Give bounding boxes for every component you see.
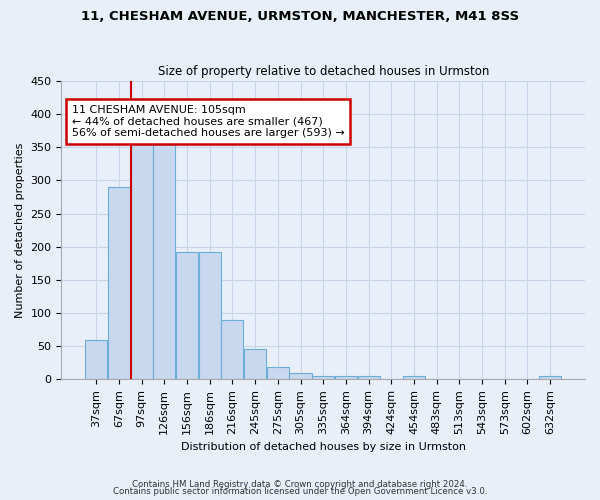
Bar [403,376,425,380]
Bar [85,340,107,380]
Bar [267,366,289,380]
Text: 11 CHESHAM AVENUE: 105sqm
← 44% of detached houses are smaller (467)
56% of semi: 11 CHESHAM AVENUE: 105sqm ← 44% of detac… [72,105,344,138]
X-axis label: Distribution of detached houses by size in Urmston: Distribution of detached houses by size … [181,442,466,452]
Bar [289,374,311,380]
Bar [176,252,198,380]
Bar [131,144,152,380]
Bar [221,320,244,380]
Bar [108,187,130,380]
Bar [312,376,334,380]
Bar [244,349,266,380]
Text: 11, CHESHAM AVENUE, URMSTON, MANCHESTER, M41 8SS: 11, CHESHAM AVENUE, URMSTON, MANCHESTER,… [81,10,519,23]
Bar [153,144,175,380]
Bar [358,376,380,380]
Bar [539,376,561,380]
Bar [199,252,221,380]
Text: Contains HM Land Registry data © Crown copyright and database right 2024.: Contains HM Land Registry data © Crown c… [132,480,468,489]
Title: Size of property relative to detached houses in Urmston: Size of property relative to detached ho… [158,66,489,78]
Y-axis label: Number of detached properties: Number of detached properties [15,142,25,318]
Text: Contains public sector information licensed under the Open Government Licence v3: Contains public sector information licen… [113,487,487,496]
Bar [335,376,357,380]
